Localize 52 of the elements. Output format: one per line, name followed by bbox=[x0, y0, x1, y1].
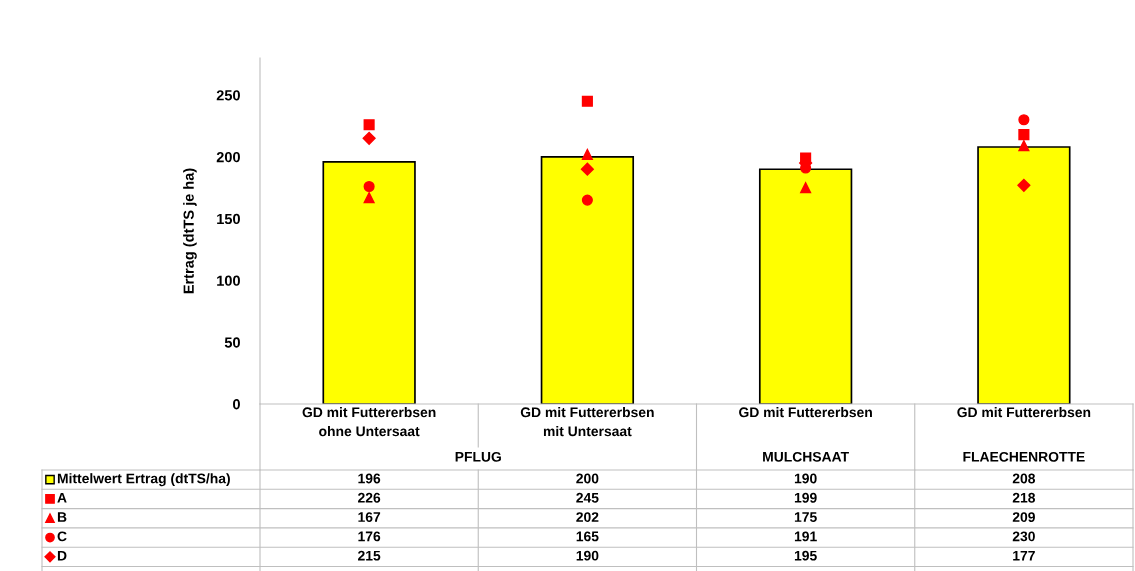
data-label: 202 bbox=[576, 512, 599, 522]
data-label: 215 bbox=[358, 550, 381, 561]
data-label: 200 bbox=[576, 473, 599, 484]
data-label: 190 bbox=[576, 550, 599, 561]
point bbox=[1017, 178, 1031, 192]
legend-label: D bbox=[57, 550, 67, 561]
x-tick-label: GD mit Futtererbsen ohne Untersaat bbox=[302, 407, 436, 437]
data-label: 226 bbox=[358, 492, 381, 503]
data-label: 177 bbox=[1013, 550, 1035, 561]
text: MULCHSAAT bbox=[763, 451, 849, 462]
point bbox=[800, 182, 812, 194]
text: FLAECHENROTTE bbox=[963, 451, 1085, 462]
data-label: 230 bbox=[1012, 531, 1035, 542]
point bbox=[581, 148, 593, 160]
legend-label: B bbox=[57, 512, 67, 522]
point bbox=[363, 192, 375, 204]
data-label: 195 bbox=[794, 550, 817, 561]
point bbox=[1018, 114, 1030, 126]
x-tick-label: GD mit Futtererbsen bbox=[957, 407, 1091, 418]
data-label: 191 bbox=[794, 531, 817, 542]
point bbox=[363, 119, 375, 131]
y-axis-title: Ertrag (dtTS je ha) bbox=[183, 168, 197, 294]
data-label: 199 bbox=[794, 492, 817, 503]
point bbox=[581, 95, 593, 107]
data-label: 176 bbox=[358, 531, 381, 542]
y-tick-label: 50 bbox=[224, 337, 240, 348]
y-tick-label: 0 bbox=[233, 399, 240, 410]
legend-label: A bbox=[57, 492, 67, 503]
data-label: 209 bbox=[1012, 512, 1035, 522]
point bbox=[362, 131, 376, 145]
point bbox=[581, 194, 593, 206]
y-tick-label: 200 bbox=[216, 151, 240, 163]
x-tick-label: GD mit Futtererbsen bbox=[739, 407, 872, 418]
data-label: 208 bbox=[1012, 473, 1036, 484]
data-label: 196 bbox=[358, 473, 381, 484]
legend-label: Mittelwert Ertrag (dtTS/ha) bbox=[57, 473, 230, 487]
legend-label: C bbox=[57, 531, 67, 542]
data-label: 165 bbox=[576, 531, 599, 542]
data-label: 218 bbox=[1012, 492, 1036, 503]
data-label: 167 bbox=[358, 512, 381, 522]
data-label: 190 bbox=[794, 473, 817, 484]
point bbox=[580, 162, 594, 176]
y-tick-label: 100 bbox=[217, 275, 240, 286]
x-tick-label: GD mit Futtererbsen mit Untersaat bbox=[520, 407, 654, 437]
point bbox=[1018, 140, 1030, 152]
data-label: 245 bbox=[576, 492, 599, 503]
y-tick-label: 150 bbox=[217, 213, 240, 225]
text: PFLUG bbox=[455, 451, 501, 462]
point bbox=[1018, 129, 1030, 141]
point bbox=[363, 180, 375, 193]
data-label: 175 bbox=[794, 512, 817, 522]
y-tick-label: 250 bbox=[216, 90, 240, 101]
